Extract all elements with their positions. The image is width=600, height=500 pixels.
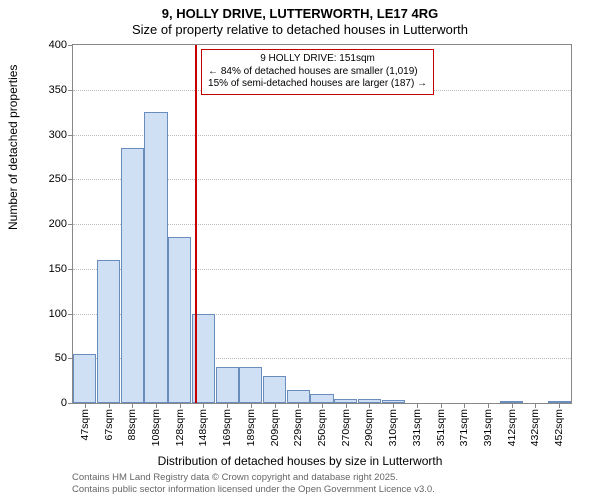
histogram-bar (168, 237, 191, 403)
xtick-mark (85, 403, 86, 408)
ytick-label: 250 (49, 173, 67, 185)
xtick-label: 250sqm (316, 409, 328, 446)
ytick-label: 400 (49, 39, 67, 51)
xtick-label: 331sqm (411, 409, 423, 446)
xtick-mark (464, 403, 465, 408)
xtick-label: 371sqm (458, 409, 470, 446)
xtick-label: 148sqm (197, 409, 209, 446)
credits: Contains HM Land Registry data © Crown c… (72, 472, 435, 496)
y-axis-label: Number of detached properties (6, 65, 20, 230)
xtick-mark (535, 403, 536, 408)
histogram-bar (216, 367, 239, 403)
x-axis-label: Distribution of detached houses by size … (0, 454, 600, 468)
xtick-label: 290sqm (363, 409, 375, 446)
xtick-mark (203, 403, 204, 408)
chart-title-sub: Size of property relative to detached ho… (0, 22, 600, 37)
xtick-label: 351sqm (435, 409, 447, 446)
xtick-mark (227, 403, 228, 408)
plot-area: 05010015020025030035040047sqm67sqm88sqm1… (72, 44, 572, 404)
xtick-mark (488, 403, 489, 408)
ytick-mark (68, 179, 73, 180)
xtick-mark (298, 403, 299, 408)
chart-container: 9, HOLLY DRIVE, LUTTERWORTH, LE17 4RG Si… (0, 0, 600, 500)
xtick-label: 189sqm (245, 409, 257, 446)
xtick-label: 128sqm (174, 409, 186, 446)
ytick-mark (68, 269, 73, 270)
xtick-mark (559, 403, 560, 408)
xtick-label: 310sqm (387, 409, 399, 446)
histogram-bar (144, 112, 167, 403)
xtick-mark (275, 403, 276, 408)
ytick-label: 50 (55, 352, 67, 364)
xtick-mark (109, 403, 110, 408)
ytick-mark (68, 224, 73, 225)
xtick-label: 270sqm (340, 409, 352, 446)
histogram-bar (97, 260, 120, 403)
ytick-label: 350 (49, 84, 67, 96)
ytick-mark (68, 135, 73, 136)
xtick-label: 67sqm (103, 409, 115, 441)
histogram-bar (310, 394, 333, 403)
xtick-label: 229sqm (292, 409, 304, 446)
annotation-line3: 15% of semi-detached houses are larger (… (208, 78, 427, 91)
xtick-mark (393, 403, 394, 408)
xtick-label: 88sqm (126, 409, 138, 441)
histogram-bar (287, 390, 310, 403)
xtick-mark (156, 403, 157, 408)
xtick-mark (346, 403, 347, 408)
ytick-label: 300 (49, 129, 67, 141)
ytick-label: 100 (49, 308, 67, 320)
xtick-label: 47sqm (79, 409, 91, 441)
xtick-mark (512, 403, 513, 408)
xtick-mark (132, 403, 133, 408)
ytick-mark (68, 403, 73, 404)
chart-title-main: 9, HOLLY DRIVE, LUTTERWORTH, LE17 4RG (0, 6, 600, 21)
xtick-mark (441, 403, 442, 408)
histogram-bar (263, 376, 286, 403)
annotation-box: 9 HOLLY DRIVE: 151sqm← 84% of detached h… (201, 49, 434, 95)
ytick-mark (68, 314, 73, 315)
xtick-label: 108sqm (150, 409, 162, 446)
xtick-mark (369, 403, 370, 408)
ytick-label: 150 (49, 263, 67, 275)
xtick-label: 412sqm (506, 409, 518, 446)
annotation-line2: ← 84% of detached houses are smaller (1,… (208, 66, 427, 79)
ytick-label: 0 (61, 397, 67, 409)
xtick-mark (322, 403, 323, 408)
xtick-label: 391sqm (482, 409, 494, 446)
credits-line1: Contains HM Land Registry data © Crown c… (72, 472, 435, 484)
xtick-label: 452sqm (553, 409, 565, 446)
credits-line2: Contains public sector information licen… (72, 484, 435, 496)
xtick-label: 209sqm (269, 409, 281, 446)
xtick-label: 169sqm (221, 409, 233, 446)
xtick-mark (180, 403, 181, 408)
ytick-mark (68, 90, 73, 91)
reference-line (195, 45, 197, 403)
ytick-mark (68, 45, 73, 46)
annotation-line1: 9 HOLLY DRIVE: 151sqm (208, 53, 427, 66)
histogram-bar (239, 367, 262, 403)
histogram-bar (121, 148, 144, 403)
xtick-label: 432sqm (529, 409, 541, 446)
xtick-mark (251, 403, 252, 408)
xtick-mark (417, 403, 418, 408)
histogram-bar (73, 354, 96, 403)
ytick-label: 200 (49, 218, 67, 230)
